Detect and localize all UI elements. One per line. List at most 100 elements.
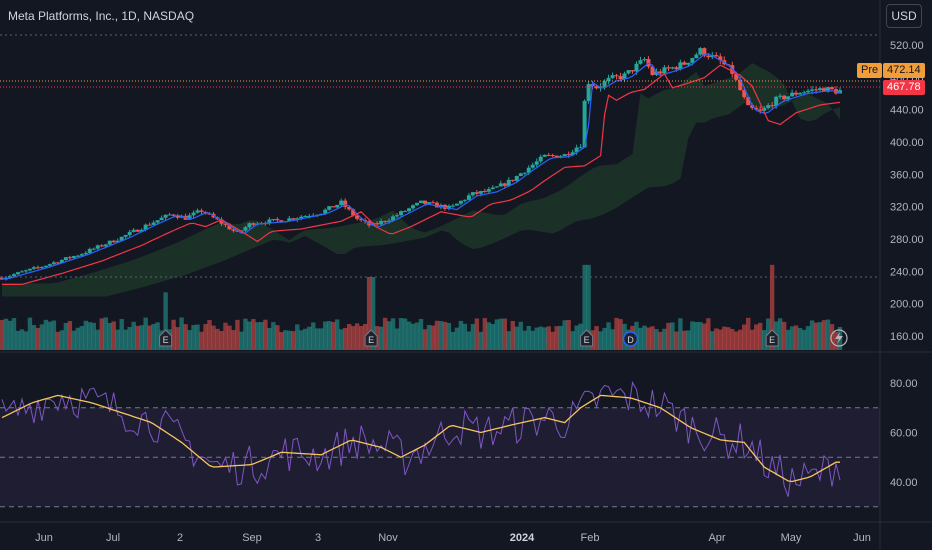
price-axis[interactable]: 520.00480.00440.00400.00360.00320.00280.… [890, 40, 924, 489]
volume-bar [271, 322, 276, 350]
candle-body [147, 224, 152, 226]
time-tick-label: Feb [581, 532, 600, 544]
candle-body [95, 245, 100, 249]
candle-body [163, 214, 168, 218]
candle-body [426, 202, 431, 204]
volume-bar [243, 318, 248, 350]
volume-bar [777, 318, 783, 350]
earnings-marker[interactable]: E [159, 329, 173, 347]
candle-body [195, 210, 200, 213]
earnings-marker[interactable]: E [580, 329, 594, 347]
lightning-icon-bolt [835, 332, 843, 344]
earnings-marker-shape [159, 329, 173, 347]
lightning-icon-ring [830, 329, 848, 347]
earnings-marker[interactable]: E [765, 329, 779, 347]
event-markers[interactable]: E E E ED [159, 329, 848, 347]
volume-bar [506, 331, 511, 350]
volume-bar [179, 317, 184, 350]
volume-bar [466, 331, 472, 350]
candle-body [606, 77, 611, 82]
candle-body [115, 240, 120, 243]
candle-body [271, 219, 276, 221]
candle-body [746, 97, 751, 106]
time-axis[interactable]: Jun Jul 2 Sep 3 Nov 2024 Feb Apr May Jun [35, 532, 871, 544]
candle-body [574, 147, 579, 153]
volume-bar [115, 329, 120, 350]
volume-bar [478, 331, 484, 350]
candle-body [806, 90, 811, 93]
base-line [2, 64, 841, 285]
rsi-tick-label: 60.00 [890, 428, 918, 440]
candle-body [127, 231, 132, 236]
price-tick-label: 440.00 [890, 105, 924, 117]
candle-body [666, 67, 671, 69]
currency-button[interactable]: USD [886, 4, 922, 28]
candle-body [71, 256, 76, 259]
candle-body [550, 154, 555, 156]
volume-bar [494, 319, 500, 350]
candle-body [798, 93, 803, 95]
earnings-marker[interactable]: E [364, 329, 378, 347]
candle-body [275, 219, 280, 221]
candle-body [151, 222, 156, 225]
candle-body [466, 195, 471, 200]
volume-bar [323, 321, 328, 350]
chart-title: Meta Platforms, Inc., 1D, NASDAQ [8, 9, 195, 23]
candle-body [191, 212, 196, 216]
volume-bar [0, 319, 5, 350]
candle-body [303, 216, 308, 218]
volume-bar [414, 322, 420, 350]
price-tick-label: 160.00 [890, 331, 924, 343]
volume-bar [422, 329, 428, 350]
candle-body [55, 262, 60, 264]
volume-bar [83, 320, 88, 350]
candle-body [538, 156, 543, 162]
volume-bar [406, 321, 412, 350]
volume-bar [805, 326, 811, 350]
volume-bar [127, 326, 132, 350]
candle-body [343, 200, 348, 207]
candle-body [51, 262, 56, 265]
lightning-icon[interactable] [830, 329, 848, 347]
volume-bar [510, 320, 515, 350]
candle-body [219, 219, 224, 224]
volume-bar [410, 323, 416, 350]
candle-body [223, 223, 228, 225]
candle-body [331, 206, 336, 208]
indicator-lines [2, 53, 841, 285]
volume-bar [534, 327, 539, 350]
candle-body [482, 191, 487, 193]
candle-body [546, 154, 551, 156]
volume-bar [386, 321, 392, 350]
volume-bar [231, 330, 236, 350]
volume-bar [378, 326, 384, 350]
volume-bar [706, 318, 711, 350]
candle-body [594, 86, 599, 89]
volume-bar [514, 326, 519, 350]
candle-body [774, 96, 779, 107]
candle-body [610, 75, 615, 78]
volume-bar [586, 264, 591, 350]
volume-bar [582, 264, 587, 350]
volume-bar [781, 321, 787, 350]
rsi-tick-label: 40.00 [890, 477, 918, 489]
volume-bar [570, 331, 575, 350]
volume-bar [99, 318, 104, 350]
candle-body [714, 55, 719, 57]
volume-bar [291, 331, 296, 350]
volume-bar [39, 324, 45, 350]
candle-body [738, 79, 743, 91]
candle-body [135, 229, 140, 232]
candle-body [642, 59, 647, 61]
volume-bar [23, 331, 29, 350]
cloud-area [2, 63, 840, 297]
dividend-marker[interactable]: D [622, 331, 639, 347]
candle-body [474, 192, 479, 194]
candle-body [243, 227, 248, 231]
candle-body [67, 257, 72, 259]
candle-body [510, 179, 515, 181]
candle-body [634, 63, 639, 72]
candle-body [295, 218, 300, 220]
volume-bar [187, 330, 192, 350]
